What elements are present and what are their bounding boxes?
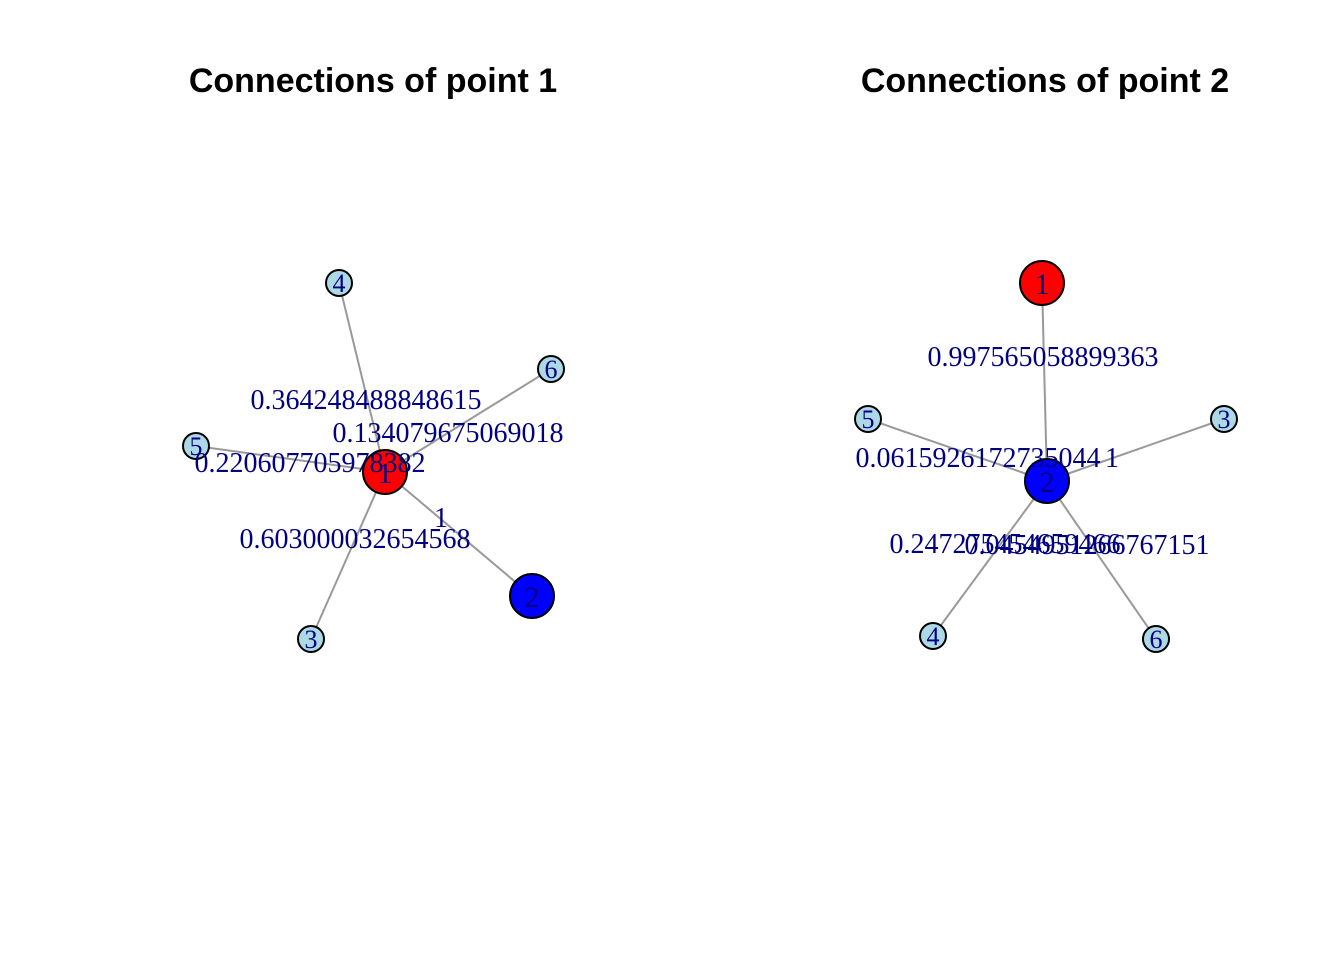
node-2 xyxy=(1024,458,1070,504)
node-1 xyxy=(362,449,408,495)
node-label-6: 6 xyxy=(545,355,558,384)
node-5 xyxy=(182,432,210,460)
node-1 xyxy=(1019,260,1065,306)
panel-point-1: Connections of point 1 4 6 5 3 2 1 0.364… xyxy=(182,62,565,654)
node-2 xyxy=(509,573,555,619)
edge-1-2 xyxy=(384,471,533,597)
edge-label-1-6: 0.134079675069018 xyxy=(333,418,564,449)
edge-label-2-1: 0.997565058899363 xyxy=(928,342,1159,373)
edge-label-2-5: 0.0615926172735044 xyxy=(856,443,1101,474)
edge-label-1-3: 0.603000032654568 xyxy=(240,524,471,555)
node-label-3: 3 xyxy=(305,625,318,654)
edge-label-1-5: 0.220607705978382 xyxy=(195,448,426,479)
node-label-6: 6 xyxy=(1150,625,1163,654)
edge-1-4 xyxy=(338,282,386,473)
node-label-5: 5 xyxy=(862,405,875,434)
node-5 xyxy=(854,405,882,433)
node-label-1: 1 xyxy=(1035,268,1050,301)
node-3 xyxy=(1210,405,1238,433)
edge-2-6 xyxy=(1046,480,1157,640)
node-label-1: 1 xyxy=(378,457,393,490)
edge-label-1-2: 1 xyxy=(434,503,448,534)
node-6 xyxy=(1142,625,1170,653)
node-6 xyxy=(537,355,565,383)
edge-2-3 xyxy=(1046,418,1225,482)
edge-2-1 xyxy=(1041,282,1048,482)
edge-1-6 xyxy=(384,368,552,473)
node-4 xyxy=(919,622,947,650)
node-4 xyxy=(325,269,353,297)
edge-2-4 xyxy=(932,480,1048,637)
node-label-2: 2 xyxy=(525,581,540,614)
edge-1-5 xyxy=(195,445,386,473)
node-3 xyxy=(297,625,325,653)
panel-title: Connections of point 2 xyxy=(861,62,1229,100)
edge-2-5 xyxy=(867,418,1048,482)
edge-label-2-3: 1 xyxy=(1105,443,1119,474)
node-label-4: 4 xyxy=(333,269,346,298)
node-label-5: 5 xyxy=(190,432,203,461)
node-label-4: 4 xyxy=(927,622,940,651)
edge-label-1-4: 0.364248488848615 xyxy=(251,385,482,416)
panel-point-2: Connections of point 2 5 3 4 6 1 2 0.997… xyxy=(854,62,1238,654)
edge-label-2-4: 0.247275454659466 xyxy=(890,529,1121,560)
edge-1-3 xyxy=(310,471,386,640)
panel-title: Connections of point 1 xyxy=(189,62,557,100)
node-label-2: 2 xyxy=(1040,466,1055,499)
edge-label-2-6: 0.0454951266767151 xyxy=(965,530,1210,561)
node-label-3: 3 xyxy=(1218,405,1231,434)
